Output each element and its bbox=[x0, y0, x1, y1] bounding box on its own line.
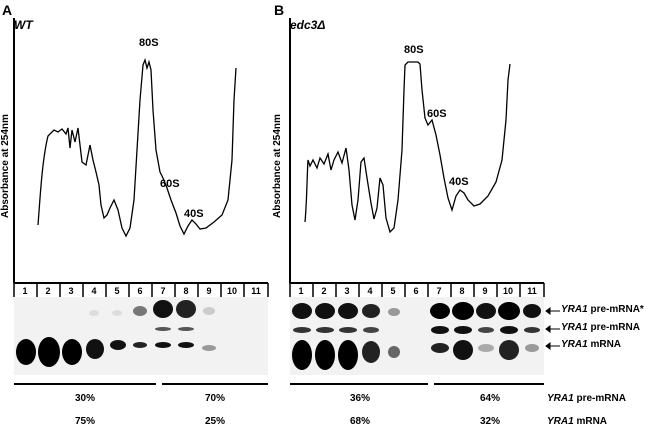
profile-trace-wt bbox=[37, 57, 237, 238]
blot-bands-a bbox=[16, 300, 216, 367]
lane-number-a: 10 bbox=[226, 286, 237, 296]
row-label-pre-mrna: YRA1 pre-mRNA bbox=[547, 393, 626, 404]
lane-number-b: 8 bbox=[459, 286, 465, 296]
lane-number-b: 2 bbox=[321, 286, 327, 296]
peak-40s-a: 40S bbox=[184, 208, 204, 220]
row-label-mrna: YRA1 mRNA bbox=[547, 416, 608, 427]
lane-number-b: 10 bbox=[502, 286, 513, 296]
peak-40s-b: 40S bbox=[449, 176, 469, 188]
blot-bands-b bbox=[292, 302, 541, 370]
lane-separators-a bbox=[13, 283, 269, 297]
strain-label-wt: WT bbox=[14, 18, 33, 32]
peak-80s-a: 80S bbox=[139, 37, 159, 49]
lane-number-a: 3 bbox=[68, 286, 74, 296]
percent-mrna-a-2: 25% bbox=[204, 416, 225, 427]
lane-number-b: 7 bbox=[436, 286, 442, 296]
lane-number-b: 5 bbox=[390, 286, 396, 296]
peak-60s-b: 60S bbox=[427, 108, 447, 120]
lane-number-a: 8 bbox=[183, 286, 189, 296]
blot-label-pre-mrna: YRA1 pre-mRNA bbox=[561, 322, 640, 333]
percent-pre-b-1: 36% bbox=[349, 393, 370, 404]
lane-number-a: 9 bbox=[206, 286, 212, 296]
peak-80s-b: 80S bbox=[404, 44, 424, 56]
blot-label-pre-mrna-star: YRA1 pre-mRNA* bbox=[561, 304, 644, 315]
lane-number-b: 9 bbox=[482, 286, 488, 296]
lane-number-b: 3 bbox=[344, 286, 350, 296]
percent-mrna-a-1: 75% bbox=[74, 416, 95, 427]
lane-number-a: 2 bbox=[45, 286, 51, 296]
percent-pre-b-2: 64% bbox=[479, 393, 500, 404]
lane-number-b: 1 bbox=[298, 286, 304, 296]
lane-separators-b bbox=[289, 283, 545, 297]
blot-label-mrna: YRA1 mRNA bbox=[561, 339, 622, 350]
lane-number-b: 4 bbox=[367, 286, 373, 296]
strain-label-edc3: edc3Δ bbox=[290, 18, 326, 32]
lane-number-b: 6 bbox=[413, 286, 419, 296]
blot-arrows bbox=[545, 307, 560, 350]
panel-letter-a: A bbox=[2, 2, 13, 18]
percent-mrna-b-2: 32% bbox=[479, 416, 500, 427]
lane-number-a: 4 bbox=[91, 286, 97, 296]
lane-number-a: 7 bbox=[160, 286, 166, 296]
percent-mrna-b-1: 68% bbox=[349, 416, 370, 427]
profile-trace-edc3 bbox=[304, 61, 511, 234]
lane-number-a: 1 bbox=[22, 286, 28, 296]
lane-number-a: 6 bbox=[137, 286, 143, 296]
lane-number-a: 11 bbox=[251, 286, 261, 296]
lane-number-a: 5 bbox=[114, 286, 120, 296]
lane-number-b: 11 bbox=[527, 286, 537, 296]
percent-pre-a-2: 70% bbox=[204, 393, 225, 404]
percent-pre-a-1: 30% bbox=[74, 393, 95, 404]
panel-letter-b: B bbox=[274, 2, 285, 18]
